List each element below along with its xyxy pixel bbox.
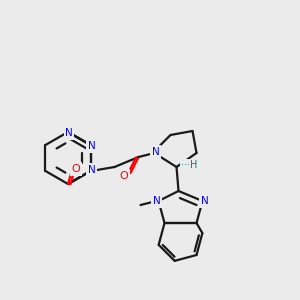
Text: N: N	[153, 196, 160, 206]
Text: N: N	[201, 196, 208, 206]
Text: N: N	[152, 147, 159, 157]
Text: N: N	[88, 165, 95, 175]
Text: N: N	[88, 141, 95, 151]
Text: ···H: ···H	[181, 160, 198, 170]
Text: N: N	[65, 128, 73, 138]
Text: O: O	[72, 164, 80, 174]
Text: O: O	[119, 171, 128, 181]
